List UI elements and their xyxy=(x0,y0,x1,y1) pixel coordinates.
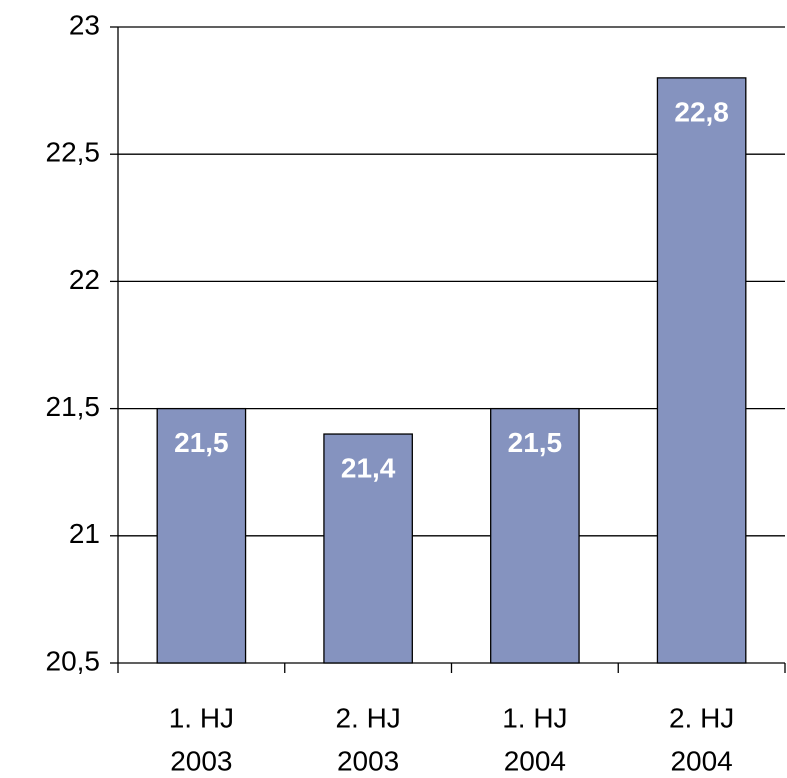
x-tick-label: 1. HJ xyxy=(502,702,567,733)
y-tick-label: 20,5 xyxy=(46,645,101,676)
x-tick-label: 2003 xyxy=(170,745,232,776)
x-tick-label: 2. HJ xyxy=(335,702,400,733)
y-tick-label: 22,5 xyxy=(46,137,101,168)
x-tick-label: 1. HJ xyxy=(169,702,234,733)
bar xyxy=(490,407,580,664)
bar xyxy=(323,433,413,664)
y-tick-label: 21 xyxy=(69,518,100,549)
x-tick-label: 2003 xyxy=(337,745,399,776)
value-label: 21,5 xyxy=(508,427,563,458)
x-tick-label: 2. HJ xyxy=(669,702,734,733)
x-tick-label: 2004 xyxy=(670,745,732,776)
bar xyxy=(156,407,247,664)
value-label: 21,5 xyxy=(174,427,229,458)
y-tick-label: 23 xyxy=(69,9,100,40)
x-tick-label: 2004 xyxy=(504,745,566,776)
value-label: 22,8 xyxy=(674,96,729,127)
y-tick-label: 21,5 xyxy=(46,391,101,422)
y-tick-label: 22 xyxy=(69,264,100,295)
bar xyxy=(656,77,747,664)
value-label: 21,4 xyxy=(341,452,396,483)
